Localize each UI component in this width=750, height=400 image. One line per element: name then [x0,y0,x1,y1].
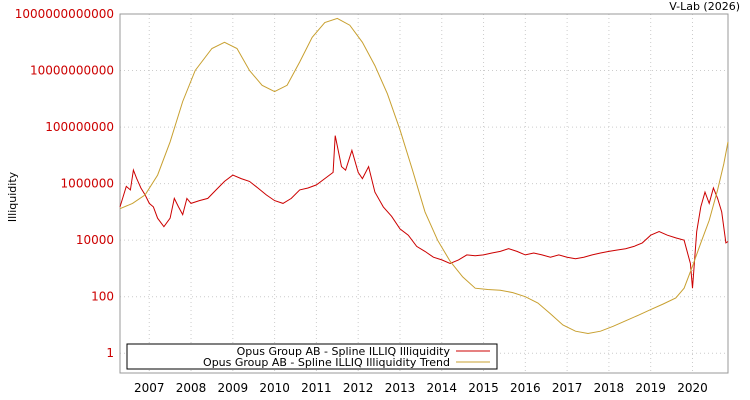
series-lines [119,17,729,335]
y-tick-label: 100000000 [45,120,114,134]
legend-label-trend: Opus Group AB - Spline ILLIQ Illiquidity… [203,356,450,369]
x-tick-label: 2019 [635,381,666,395]
legend-box [126,343,498,370]
x-tick-label: 2009 [218,381,249,395]
x-tick-label: 2014 [426,381,457,395]
y-tick-label: 100 [91,290,114,304]
x-axis-ticks: 2007 2008 2009 2010 2011 2012 2013 2014 2015 2016… [134,381,708,395]
legend-label-illiquidity: Opus Group AB - Spline ILLIQ Illiquidity [237,345,451,358]
credit-label: V-Lab (2026) [669,0,740,13]
x-tick-label: 2011 [301,381,332,395]
x-tick-label: 2015 [468,381,499,395]
x-tick-label: 2007 [134,381,165,395]
y-tick-label: 10000 [76,233,114,247]
y-tick-label: 1000000000000 [15,7,114,21]
plot-frame [119,13,729,374]
x-tick-label: 2018 [594,381,625,395]
x-tick-label: 2010 [259,381,290,395]
y-tick-label: 10000000000 [30,64,114,78]
x-tick-label: 2016 [510,381,541,395]
x-tick-label: 2013 [385,381,416,395]
y-axis-label: Illiquidity [6,171,19,222]
illiquidity-series-line [119,135,729,289]
illiquidity-trend-line [119,17,729,335]
x-tick-label: 2017 [552,381,583,395]
legend: Opus Group AB - Spline ILLIQ Illiquidity… [126,343,498,370]
y-tick-label: 1 [106,346,114,360]
y-tick-label: 1000000 [61,177,114,191]
x-tick-label: 2008 [176,381,207,395]
x-tick-label: 2020 [677,381,708,395]
y-axis-ticks: 1 100 10000 1000000 100000000 10000000000 1000… [15,7,114,360]
x-tick-label: 2012 [343,381,374,395]
